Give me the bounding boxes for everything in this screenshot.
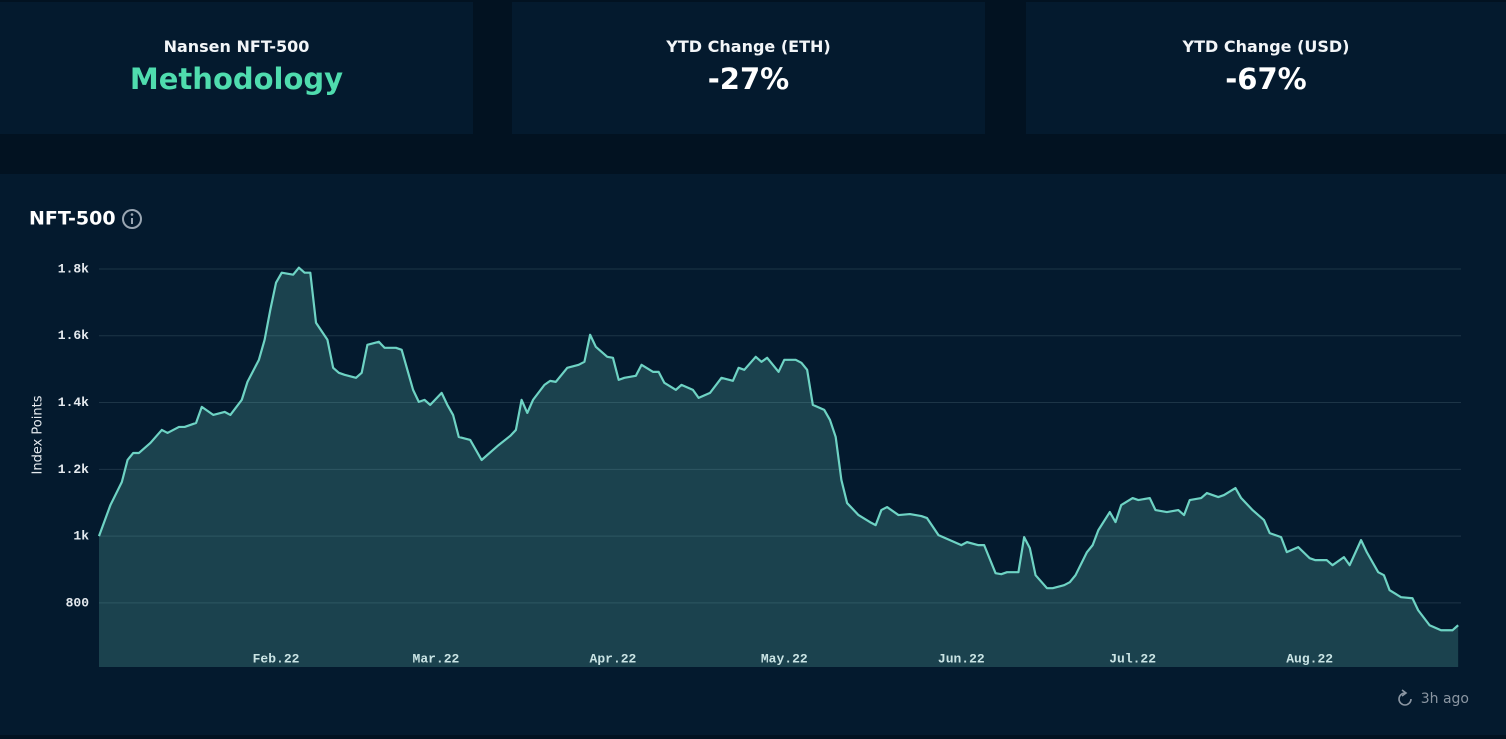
- card: YTD Change (USD) -67%: [1026, 2, 1506, 134]
- card-title: YTD Change (ETH): [666, 37, 831, 56]
- y-tick-label: 800: [66, 595, 90, 610]
- y-tick-label: 1k: [73, 529, 89, 544]
- y-axis-label: Index Points: [31, 395, 46, 474]
- y-tick-label: 1.8k: [58, 261, 89, 276]
- info-icon[interactable]: [122, 209, 142, 229]
- chart-panel: NFT-500 Index Points 3h ago 800 1k 1.2k 1.4…: [0, 174, 1506, 735]
- card: Nansen NFT-500 Methodology: [0, 2, 473, 134]
- card-title: YTD Change (USD): [1182, 37, 1350, 56]
- y-tick-label: 1.6k: [58, 328, 89, 343]
- chart-title: NFT-500: [29, 208, 116, 230]
- refresh-icon[interactable]: [1398, 689, 1412, 706]
- line: [97, 266, 1459, 632]
- y-tick-label: 1.2k: [58, 462, 89, 477]
- area: [99, 267, 1459, 667]
- card-title: Nansen NFT-500: [163, 37, 310, 56]
- x-tick-label: Mar.22: [413, 651, 460, 666]
- x-tick-label: Jul.22: [1109, 651, 1156, 666]
- x-tick-label: Apr.22: [590, 651, 637, 666]
- updated-time: 3h ago: [1421, 691, 1469, 707]
- card: YTD Change (ETH) -27%: [512, 2, 985, 134]
- x-tick-label: May.22: [761, 651, 808, 666]
- x-tick-label: Feb.22: [253, 651, 300, 666]
- y-tick-label: 1.4k: [58, 395, 89, 410]
- card-value: -67%: [1225, 62, 1307, 96]
- x-tick-label: Jun.22: [938, 651, 985, 666]
- x-tick-label: Aug.22: [1286, 651, 1333, 666]
- chart: NFT-500 Index Points 3h ago 800 1k 1.2k 1.4…: [29, 208, 1469, 708]
- card-value: -27%: [707, 62, 790, 96]
- methodology-link[interactable]: Methodology: [129, 62, 344, 96]
